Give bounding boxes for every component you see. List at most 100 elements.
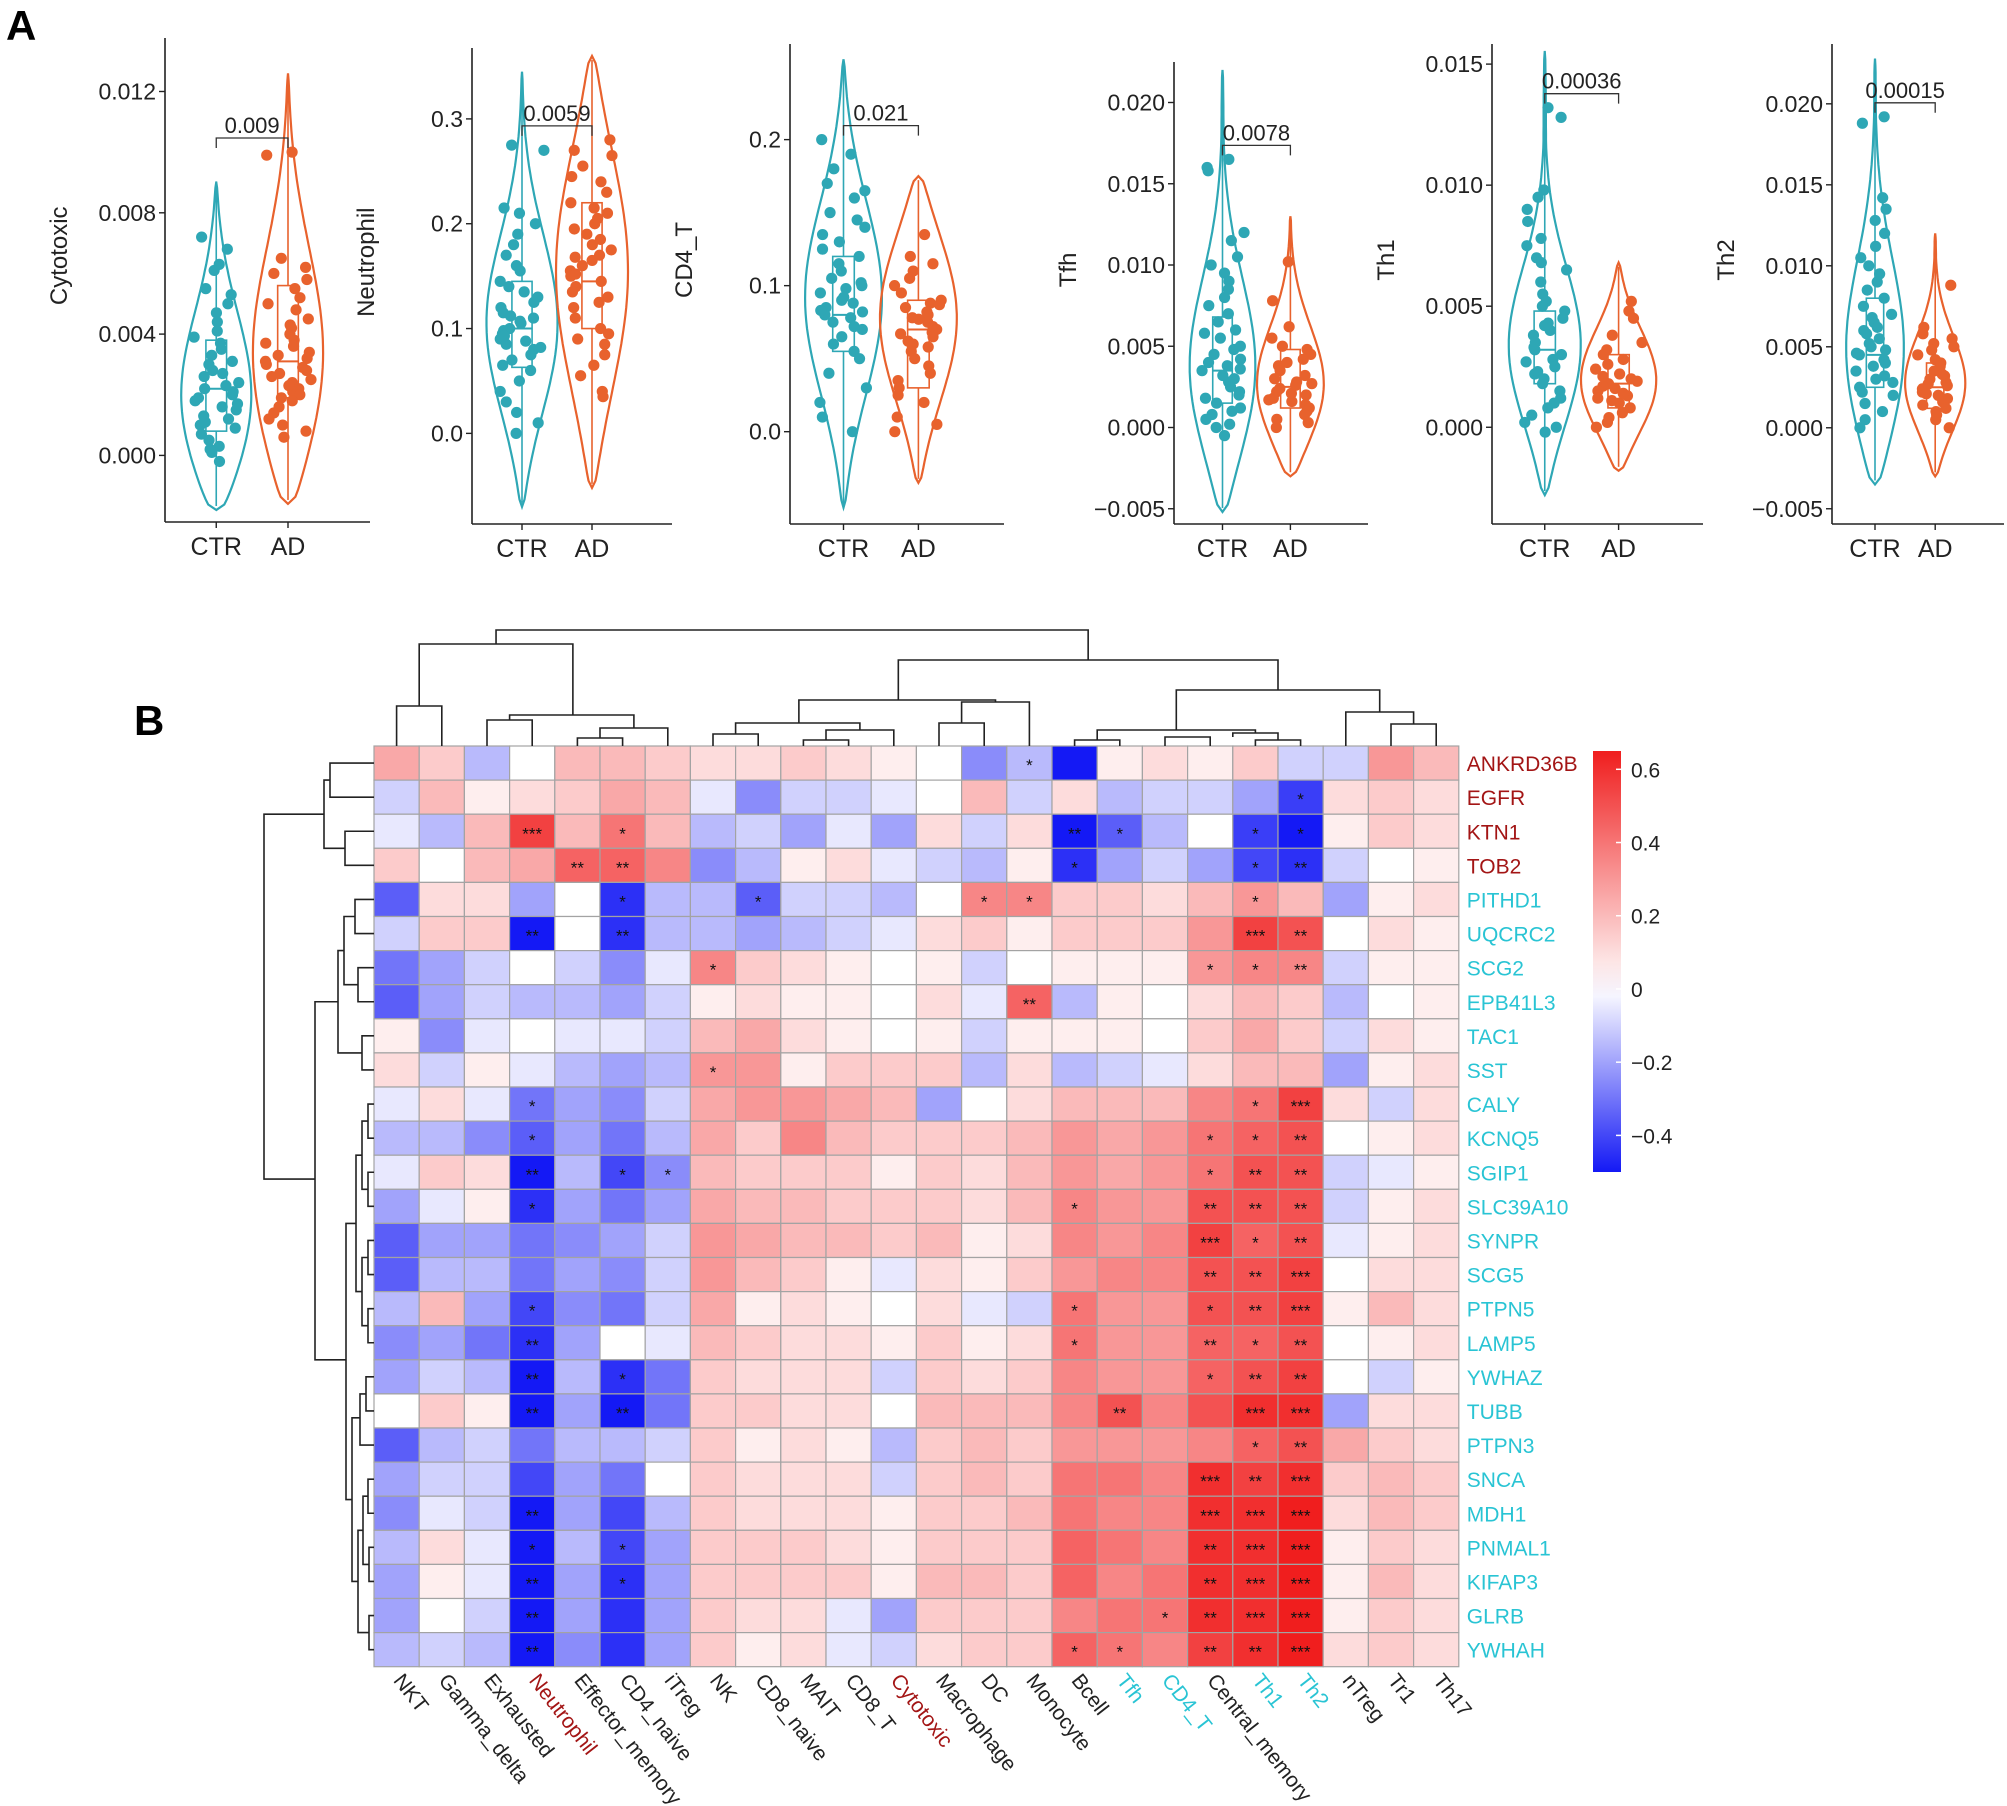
- significance-mark: *: [1071, 1302, 1078, 1321]
- data-point-ctr: [231, 398, 244, 410]
- heatmap-row-label: SLC39A10: [1467, 1196, 1569, 1219]
- heatmap-cell: [780, 1086, 827, 1122]
- heatmap-cell: [1412, 1359, 1460, 1395]
- heatmap-cell: [554, 1461, 601, 1497]
- significance-mark: *: [1252, 1131, 1259, 1150]
- data-point-ad: [262, 298, 274, 310]
- heatmap-cell: [1006, 984, 1053, 1020]
- data-point-ctr: [1867, 360, 1879, 372]
- heatmap-cell: [825, 1495, 872, 1531]
- heatmap-cell: [1006, 949, 1053, 986]
- data-point-ctr: [860, 382, 873, 394]
- y-tick-label: 0.3: [431, 106, 463, 132]
- heatmap-cell: [780, 1018, 827, 1054]
- heatmap-cell: [734, 1222, 782, 1259]
- dendrogram-branch: [1164, 736, 1211, 746]
- heatmap-cell: [1006, 1256, 1053, 1293]
- heatmap-cell: [599, 1188, 646, 1225]
- heatmap-cell: [1412, 1120, 1460, 1156]
- data-point-ad: [1286, 395, 1298, 408]
- heatmap-cell: [870, 1631, 918, 1668]
- x-tick-label: AD: [271, 533, 306, 561]
- panel-label-a: A: [6, 2, 36, 49]
- data-point-ad: [569, 251, 581, 263]
- heatmap-cell: [689, 1325, 737, 1361]
- heatmap-cell: [1051, 847, 1098, 883]
- heatmap-cell: [1186, 847, 1234, 883]
- color-bar-label: 0.2: [1631, 906, 1660, 929]
- heatmap-cell: [418, 1120, 466, 1156]
- data-point-ctr: [1198, 327, 1211, 339]
- data-point-ad: [1631, 375, 1643, 387]
- heatmap-cell: [1232, 745, 1279, 781]
- data-point-ad: [302, 313, 314, 325]
- heatmap-cell: [554, 1631, 601, 1668]
- heatmap-cell: [644, 1256, 692, 1293]
- heatmap-cell: [780, 1154, 827, 1190]
- heatmap-cell: [554, 813, 601, 849]
- heatmap-cell: [554, 847, 601, 883]
- dendrogram-branch: [323, 779, 345, 850]
- significance-mark: ***: [1200, 1233, 1220, 1252]
- heatmap-cell: [1277, 1086, 1324, 1122]
- data-point-ctr: [814, 287, 826, 299]
- data-point-ctr: [1550, 421, 1562, 433]
- heatmap-cell: [1141, 1359, 1189, 1395]
- dendrogram-branch: [345, 1222, 356, 1501]
- heatmap-cell: [870, 813, 918, 849]
- heatmap-cell: [1186, 881, 1234, 918]
- heatmap-cell: [463, 984, 511, 1020]
- data-point-ad: [1270, 421, 1282, 434]
- significance-mark: ***: [1291, 1506, 1311, 1525]
- heatmap-cell: [1232, 1120, 1279, 1156]
- dendrogram-branch: [798, 699, 997, 723]
- data-point-ad: [1926, 344, 1938, 356]
- heatmap-cell: [1096, 1529, 1143, 1566]
- data-point-ad: [1625, 295, 1637, 307]
- heatmap-cell: [463, 1495, 511, 1531]
- heatmap-cell: [373, 1563, 420, 1600]
- heatmap-cell: [734, 1325, 782, 1361]
- data-point-ctr: [1522, 215, 1534, 228]
- heatmap-cell: [825, 1018, 872, 1054]
- heatmap-cell: [644, 1052, 692, 1088]
- heatmap-cell: [915, 1631, 963, 1668]
- heatmap-cell: [1096, 1427, 1143, 1463]
- heatmap-cell: [734, 949, 782, 986]
- dendrogram-branch: [355, 1154, 362, 1293]
- heatmap-cell: [373, 1359, 420, 1395]
- heatmap-cell: [509, 984, 556, 1020]
- data-point-ad: [1614, 368, 1626, 380]
- heatmap-cell: [1141, 813, 1189, 849]
- heatmap-cell: [1232, 1631, 1279, 1668]
- significance-mark: *: [529, 1302, 536, 1321]
- heatmap-cell: [373, 1154, 420, 1190]
- data-point-ctr: [851, 214, 863, 226]
- data-point-ctr: [1859, 397, 1871, 410]
- heatmap-cell: [1412, 1495, 1460, 1531]
- data-point-ctr: [1855, 252, 1867, 264]
- heatmap-cell: [1186, 1120, 1234, 1156]
- heatmap-cell: [644, 1631, 692, 1668]
- dendrogram-branch: [361, 1035, 374, 1071]
- heatmap-cell: [1367, 1154, 1415, 1190]
- data-point-ad: [1590, 421, 1603, 433]
- data-point-ctr: [848, 320, 860, 333]
- y-tick-label: 0.000: [1107, 415, 1165, 441]
- heatmap-cell: [373, 1631, 420, 1668]
- significance-mark: ***: [1245, 1574, 1265, 1593]
- significance-mark: *: [1207, 1131, 1214, 1150]
- heatmap-cell: [780, 1359, 827, 1395]
- heatmap-cell: [780, 1529, 827, 1566]
- heatmap-cell: [418, 1222, 466, 1259]
- heatmap-cell: [644, 1018, 692, 1054]
- y-tick-label: 0.000: [1765, 415, 1823, 441]
- heatmap-cell: [509, 1427, 556, 1463]
- heatmap-cell: [599, 1427, 646, 1463]
- data-point-ctr: [853, 250, 865, 263]
- heatmap-cell: [1322, 1597, 1369, 1634]
- heatmap-cell: [1277, 1427, 1324, 1463]
- heatmap-cell: [915, 1188, 963, 1225]
- heatmap-cell: [780, 1052, 827, 1088]
- heatmap-cell: [554, 1018, 601, 1054]
